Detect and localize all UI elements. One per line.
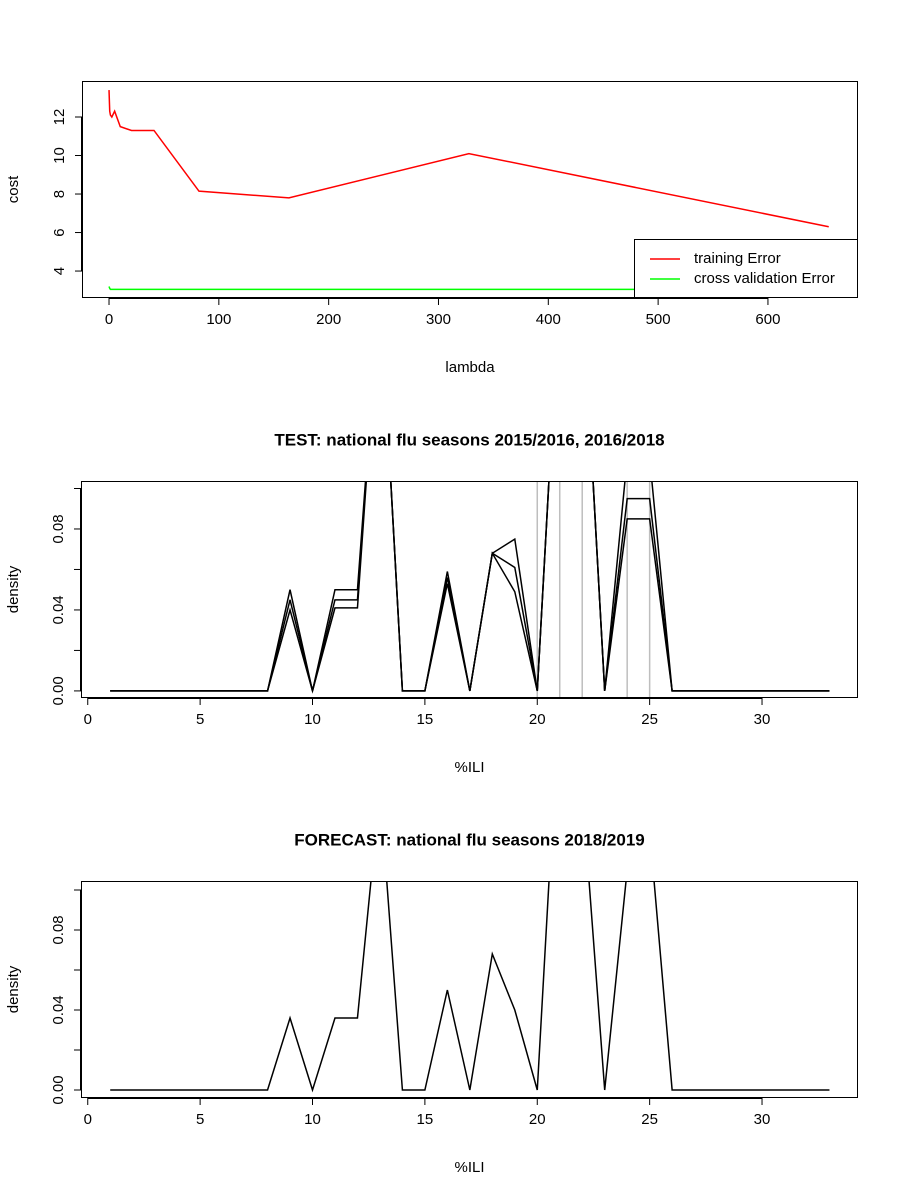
data-line — [110, 881, 830, 1093]
x-tick-label: 100 — [206, 311, 231, 328]
x-tick-label: 10 — [304, 711, 321, 728]
chart-title: FORECAST: national flu seasons 2018/2019 — [294, 830, 645, 849]
plot: FORECAST: national flu seasons 2018/2019… — [5, 830, 858, 1176]
x-tick-label: 200 — [316, 311, 341, 328]
x-tick-label: 20 — [529, 711, 546, 728]
x-tick-label: 300 — [426, 311, 451, 328]
x-tick-label: 15 — [417, 711, 434, 728]
x-tick-label: 0 — [105, 311, 113, 328]
y-axis-label: density — [5, 565, 22, 613]
plot-frame — [81, 881, 858, 1098]
y-tick-label: 0.04 — [50, 595, 67, 624]
data-line — [108, 90, 829, 228]
x-tick-label: 25 — [641, 1111, 658, 1128]
y-tick-label: 0.04 — [50, 995, 67, 1024]
plot-area — [110, 881, 830, 1093]
y-tick-label: 6 — [51, 228, 68, 236]
y-axis-label: cost — [5, 175, 22, 203]
plot-area — [108, 90, 829, 291]
x-tick-label: 5 — [196, 711, 204, 728]
data-line — [110, 481, 830, 692]
plot: lambda cost 0 100 200 300 400 500 600 4 6 8 10 12 trai… — [5, 81, 858, 376]
y-tick-label: 0.08 — [50, 915, 67, 944]
data-line — [110, 481, 830, 694]
legend: training Error cross validation Error — [634, 239, 858, 298]
y-tick-label: 0.08 — [50, 514, 67, 543]
x-axis-label: lambda — [445, 359, 495, 376]
x-axis-label: %ILI — [454, 759, 484, 776]
x-tick-label: 400 — [536, 311, 561, 328]
x-tick-label: 0 — [84, 711, 92, 728]
x-tick-label: 25 — [641, 711, 658, 728]
x-tick-label: 20 — [529, 1111, 546, 1128]
x-tick-label: 0 — [84, 1111, 92, 1128]
legend-label: training Error — [694, 250, 781, 267]
legend-label: cross validation Error — [694, 270, 835, 287]
plot-frame — [81, 481, 858, 698]
x-tick-label: 500 — [646, 311, 671, 328]
x-tick-label: 30 — [754, 711, 771, 728]
x-tick-label: 10 — [304, 1111, 321, 1128]
y-tick-label: 12 — [51, 109, 68, 126]
plot-area — [110, 481, 830, 698]
y-tick-label: 10 — [51, 147, 68, 164]
x-axis-label: %ILI — [454, 1159, 484, 1176]
x-tick-label: 600 — [755, 311, 780, 328]
plot: TEST: national flu seasons 2015/2016, 20… — [5, 430, 858, 776]
legend-box — [634, 239, 858, 298]
x-tick-label: 15 — [417, 1111, 434, 1128]
y-axis-label: density — [5, 965, 22, 1013]
plot-frame — [82, 81, 858, 298]
y-tick-label: 8 — [51, 190, 68, 198]
y-tick-label: 0.00 — [50, 1075, 67, 1104]
y-tick-label: 4 — [51, 267, 68, 275]
y-tick-label: 0.00 — [50, 676, 67, 705]
data-line — [110, 481, 830, 692]
x-tick-label: 5 — [196, 1111, 204, 1128]
data-line — [108, 286, 829, 291]
chart-title: TEST: national flu seasons 2015/2016, 20… — [274, 430, 664, 449]
x-tick-label: 30 — [754, 1111, 771, 1128]
